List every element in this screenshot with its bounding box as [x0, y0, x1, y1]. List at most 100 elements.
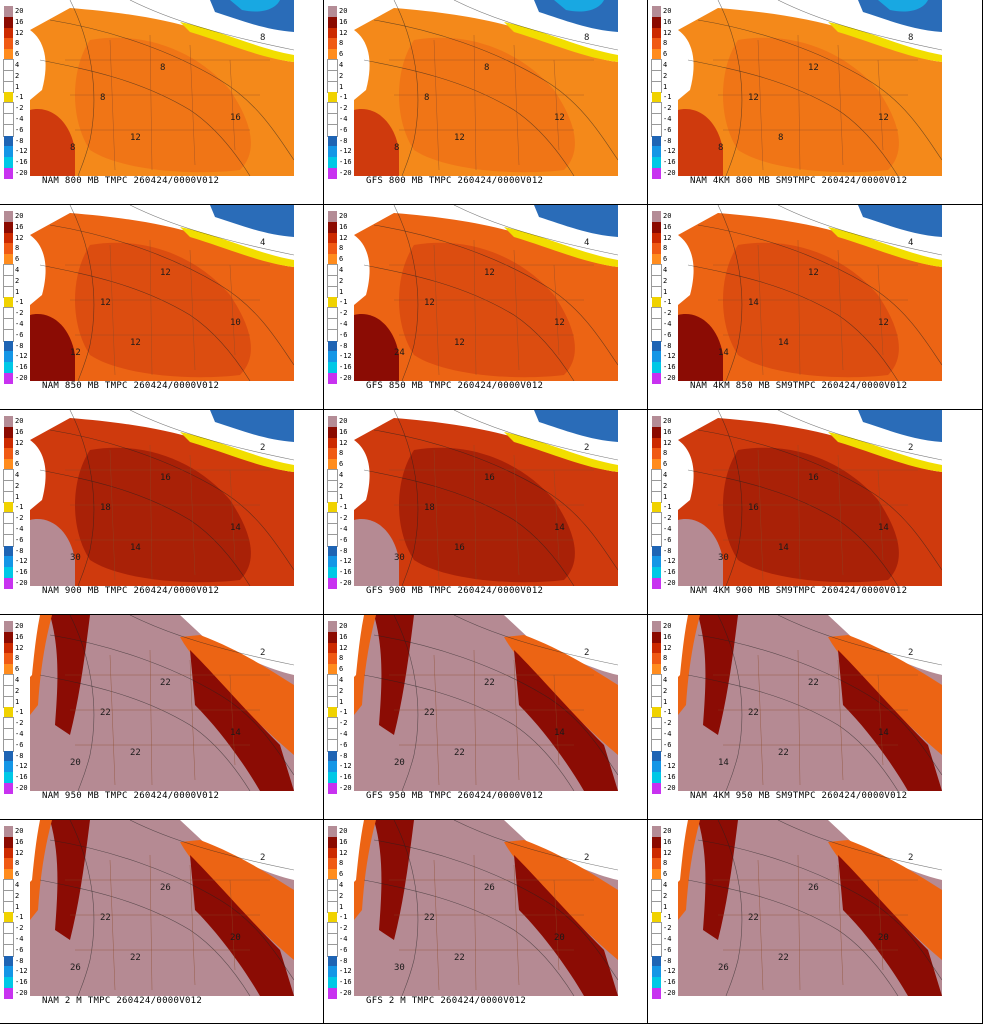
legend-entry: 1 — [327, 285, 350, 299]
legend-entry: -8 — [652, 955, 674, 967]
legend-swatch — [327, 80, 338, 94]
legend-label: 1 — [339, 902, 344, 911]
legend-swatch — [327, 522, 338, 536]
legend-label: -6 — [663, 535, 672, 544]
legend-swatch — [4, 556, 13, 568]
color-legend: 20 16 12 8 6 4 2 1 -1 -2 -4 -6 -8 -12 -16 -20 — [651, 826, 676, 999]
legend-label: 1 — [339, 82, 344, 91]
contour-label: 22 — [454, 953, 465, 963]
legend-label: 16 — [663, 222, 672, 231]
legend-swatch — [652, 6, 661, 17]
map-canvas: 22 26 22 20 26 2 — [30, 820, 294, 996]
legend-label: 16 — [663, 17, 672, 26]
legend-swatch — [4, 502, 13, 514]
legend-swatch — [327, 932, 338, 946]
legend-swatch — [327, 943, 338, 957]
legend-entry: -20 — [4, 782, 28, 794]
legend-swatch — [4, 631, 13, 643]
legend-entry: 20 — [328, 621, 350, 632]
legend-swatch — [652, 437, 661, 449]
legend-swatch — [652, 782, 661, 794]
legend-entry: -12 — [4, 146, 28, 158]
legend-label: -4 — [663, 524, 672, 533]
forecast-panel: 20 16 12 8 6 4 2 1 -1 -2 -4 -6 -8 -12 -16 -20 14 12 14 12 14… — [648, 205, 983, 410]
legend-swatch — [328, 232, 337, 244]
legend-swatch — [327, 717, 338, 730]
forecast-panel: 20 16 12 8 6 4 2 1 -1 -2 -4 -6 -8 -12 -16 -20 12 12 12 10 12… — [0, 205, 324, 410]
legend-swatch — [328, 351, 337, 363]
contour-label: 14 — [130, 543, 141, 553]
legend-swatch — [328, 664, 337, 675]
legend-label: -16 — [339, 773, 352, 782]
legend-entry: 16 — [4, 631, 26, 643]
legend-swatch — [4, 416, 13, 427]
legend-label: 1 — [339, 492, 344, 501]
legend-label: 4 — [663, 675, 668, 684]
legend-entry: -12 — [4, 761, 28, 773]
legend-entry: 6 — [652, 254, 674, 265]
legend-swatch — [3, 469, 14, 482]
legend-entry: 2 — [327, 684, 350, 698]
legend-swatch — [328, 448, 337, 460]
legend-entry: 12 — [652, 232, 674, 244]
legend-swatch — [651, 285, 662, 299]
legend-label: 8 — [15, 654, 20, 663]
contour-label: 2 — [584, 853, 589, 863]
map-canvas: 22 26 22 20 30 2 — [354, 820, 618, 996]
legend-label: 16 — [339, 427, 348, 436]
legend-swatch — [328, 653, 337, 665]
legend-label: -16 — [663, 568, 676, 577]
legend-swatch — [3, 59, 14, 72]
legend-label: 6 — [15, 870, 20, 879]
legend-swatch — [328, 577, 337, 589]
legend-swatch — [651, 274, 662, 288]
panel-caption: NAM 2 M TMPC 260424/0000V012 — [42, 996, 203, 1006]
forecast-panel: 20 16 12 8 6 4 2 1 -1 -2 -4 -6 -8 -12 -16 -20 22 26 22 20 30… — [324, 820, 648, 1024]
legend-label: -8 — [15, 751, 24, 760]
legend-swatch — [4, 16, 13, 28]
legend-swatch — [652, 157, 661, 168]
legend-label: 16 — [663, 837, 672, 846]
legend-entry: 6 — [652, 49, 674, 60]
legend-swatch — [327, 889, 338, 903]
legend-entry: 8 — [4, 243, 26, 255]
legend-entry: -1 — [4, 502, 26, 514]
legend-swatch — [4, 966, 13, 978]
map-canvas: 22 22 22 14 20 2 — [30, 615, 294, 791]
legend-label: -20 — [15, 168, 28, 177]
legend-entry: 6 — [4, 49, 26, 60]
legend-label: -8 — [663, 341, 672, 350]
legend-label: 2 — [663, 481, 668, 490]
legend-label: 8 — [339, 244, 344, 253]
legend-label: 2 — [339, 481, 344, 490]
legend-swatch — [328, 167, 337, 179]
legend-swatch — [328, 221, 337, 233]
legend-swatch — [652, 38, 661, 50]
legend-entry: 4 — [651, 469, 674, 482]
temperature-map: 22 22 22 14 14 2 — [678, 615, 942, 791]
legend-label: -1 — [663, 913, 672, 922]
legend-swatch — [328, 977, 337, 988]
legend-label: 2 — [339, 891, 344, 900]
contour-label: 4 — [260, 238, 265, 248]
legend-label: 2 — [15, 71, 20, 80]
legend-entry: -16 — [652, 772, 676, 783]
panel-caption: GFS 850 MB TMPC 260424/0000V012 — [366, 381, 544, 391]
temperature-map: 18 16 16 14 30 2 — [354, 410, 618, 586]
legend-swatch — [4, 351, 13, 363]
legend-swatch — [652, 351, 661, 363]
panel-caption: GFS 800 MB TMPC 260424/0000V012 — [366, 176, 544, 186]
legend-label: -1 — [339, 298, 348, 307]
legend-swatch — [652, 556, 661, 568]
legend-entry: 4 — [327, 879, 350, 892]
legend-label: -16 — [339, 158, 352, 167]
legend-swatch — [652, 987, 661, 999]
legend-swatch — [328, 912, 337, 924]
legend-swatch — [3, 879, 14, 892]
contour-label: 26 — [718, 963, 729, 973]
legend-swatch — [652, 664, 661, 675]
legend-label: 12 — [15, 643, 24, 652]
legend-label: 1 — [663, 287, 668, 296]
legend-entry: 4 — [651, 879, 674, 892]
legend-entry: 2 — [3, 889, 26, 903]
